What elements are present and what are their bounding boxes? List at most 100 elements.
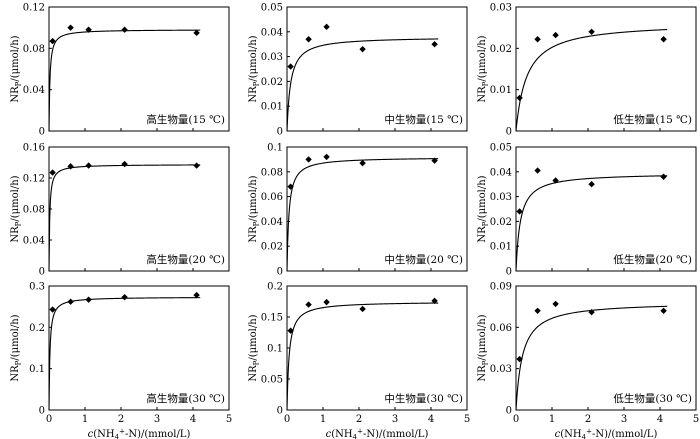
data-point-5	[431, 41, 438, 48]
panel-2: 0 0.01 0.02 0.03 0.04 0.05 中生物量(15 ℃) NRP/(μmol…	[248, 3, 468, 138]
x-tick-label: 4	[190, 414, 196, 425]
y-tick-label: 0.04	[490, 167, 512, 178]
y-tick-label: 0.04	[23, 236, 45, 247]
data-point-5	[660, 173, 667, 180]
data-point-5	[193, 291, 200, 299]
data-point-4	[588, 28, 595, 35]
x-tick-label: 0	[284, 414, 290, 425]
y-tick-label: 0	[39, 406, 45, 417]
y-tick-label: 0.02	[261, 242, 283, 253]
panel-8: 0 1 2 3 4 5 0 0.05 0.1 0.15 0.2 中生物量(30 ℃) NRP/(μmol…	[248, 282, 470, 439]
plot-frame	[48, 285, 230, 411]
data-point-4	[121, 293, 128, 301]
y-tick-label: 0.05	[261, 375, 283, 386]
y-tick-label: 0.02	[261, 77, 283, 88]
panel-label: 低生物量(20 ℃)	[613, 253, 692, 266]
y-tick-label: 0.12	[23, 174, 45, 185]
y-tick-label: 0.06	[261, 192, 283, 203]
data-point-3	[85, 162, 92, 169]
panel-label: 高生物量(20 ℃)	[146, 253, 225, 266]
y-axis-label: NRP/(μmol/h)	[10, 35, 23, 102]
y-tick-label: 0.2	[267, 282, 283, 293]
y-tick-label: 0.1	[267, 143, 283, 154]
y-tick-label: 0	[277, 406, 283, 417]
x-tick-label: 3	[154, 414, 160, 425]
data-point-4	[359, 45, 366, 53]
y-tick-label: 0	[506, 127, 512, 138]
y-axis-label: NRP/(μmol/h)	[248, 175, 261, 242]
data-point-1	[49, 37, 56, 45]
y-tick-label: 0.2	[29, 323, 45, 334]
y-tick-label: 0.02	[490, 217, 512, 228]
y-tick-label: 0.01	[261, 102, 283, 113]
panel-1: 0 0.04 0.08 0.12 高生物量(15 ℃) NRP/(μmol/h)	[10, 3, 230, 138]
data-point-2	[305, 301, 312, 308]
y-tick-label: 0.05	[490, 143, 512, 154]
data-point-2	[67, 24, 74, 31]
x-tick-label: 0	[513, 414, 519, 425]
panel-7: 0 1 2 3 4 5 0 0.1 0.2 0.3 高生物量(30 ℃) NRP/(μmol/h) c(…	[10, 282, 232, 439]
plot-frame	[286, 6, 468, 132]
data-point-3	[552, 300, 559, 308]
panel-9: 0 1 2 3 4 5 0 0.03 0.06 0.09 低生物量(30 ℃) NRP/(μmol/h…	[477, 282, 699, 439]
x-tick-label: 2	[585, 414, 591, 425]
data-point-3	[552, 177, 559, 184]
y-axis-label: NRP/(μmol/h)	[477, 35, 490, 102]
y-tick-label: 0.09	[490, 282, 512, 293]
y-tick-label: 0.3	[29, 282, 45, 293]
x-tick-label: 4	[428, 414, 434, 425]
fit-curve	[286, 302, 439, 411]
y-axis-label: NRP/(μmol/h)	[477, 314, 490, 381]
panel-label: 中生物量(20 ℃)	[384, 253, 463, 266]
data-point-2	[534, 307, 541, 314]
data-point-2	[305, 36, 312, 43]
y-tick-label: 0.01	[490, 85, 512, 96]
y-axis-label: NRP/(μmol/h)	[10, 175, 23, 242]
y-tick-label: 0.16	[23, 143, 45, 154]
x-tick-label: 1	[82, 414, 88, 425]
data-point-4	[359, 159, 366, 167]
x-tick-label: 5	[693, 414, 699, 425]
y-tick-label: 0	[506, 267, 512, 278]
y-tick-label: 0	[39, 267, 45, 278]
data-point-4	[588, 308, 595, 316]
fit-curve	[515, 175, 668, 272]
data-point-4	[588, 181, 595, 188]
data-point-1	[516, 355, 523, 363]
y-tick-label: 0.06	[490, 323, 512, 334]
data-point-5	[431, 157, 438, 164]
x-tick-label: 2	[356, 414, 362, 425]
y-axis-label: NRP/(μmol/h)	[477, 175, 490, 242]
y-tick-label: 0.03	[490, 364, 512, 375]
x-axis-label: c(NH4+-N)/(mmol/L)	[326, 428, 429, 439]
data-point-5	[660, 36, 667, 43]
data-point-2	[534, 36, 541, 43]
y-tick-label: 0.05	[261, 3, 283, 14]
y-tick-label: 0.08	[23, 205, 45, 216]
y-tick-label: 0.03	[490, 3, 512, 14]
data-point-5	[431, 297, 438, 305]
x-tick-label: 3	[392, 414, 398, 425]
data-point-1	[516, 208, 523, 215]
y-tick-label: 0.04	[261, 27, 283, 38]
plot-frame	[286, 146, 468, 272]
data-point-3	[323, 298, 330, 306]
plot-frame	[515, 6, 697, 132]
data-point-5	[193, 29, 200, 37]
data-point-2	[67, 163, 74, 170]
y-tick-label: 0.15	[261, 313, 283, 324]
x-tick-label: 1	[549, 414, 555, 425]
data-point-3	[85, 296, 92, 303]
y-tick-label: 0.08	[23, 44, 45, 55]
panel-4: 0 0.04 0.08 0.12 0.16 高生物量(20 ℃) NRP/(μmol/h)	[10, 143, 230, 278]
y-axis-label: NRP/(μmol/h)	[248, 35, 261, 102]
y-tick-label: 0	[277, 127, 283, 138]
panel-label: 高生物量(30 ℃)	[146, 392, 225, 405]
y-tick-label: 0.03	[490, 192, 512, 203]
data-point-4	[121, 26, 128, 33]
x-tick-label: 5	[226, 414, 232, 425]
data-point-3	[323, 153, 330, 161]
panel-label: 低生物量(30 ℃)	[613, 392, 692, 405]
y-tick-label: 0.12	[23, 3, 45, 14]
